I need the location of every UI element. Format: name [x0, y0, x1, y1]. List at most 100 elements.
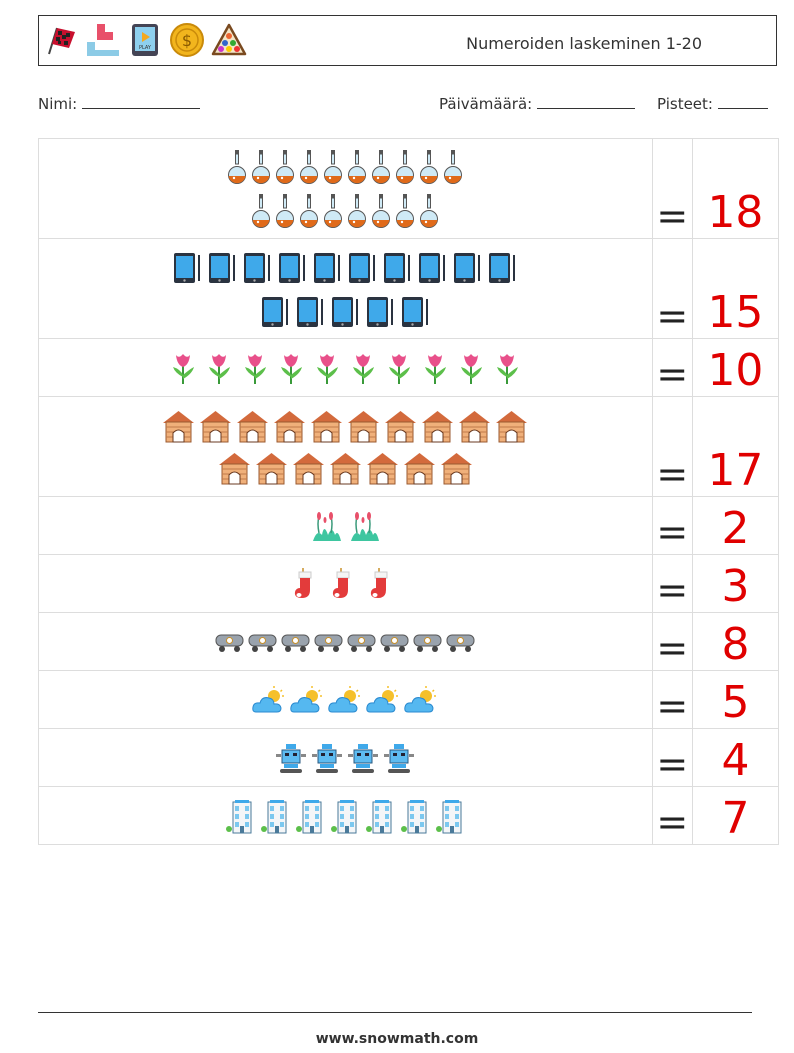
header-icons: PLAY $ — [43, 22, 247, 58]
tablet-icon — [261, 296, 288, 327]
tablet-icon — [174, 252, 201, 283]
tank-car-icon — [248, 634, 277, 652]
tank-car-icon — [413, 634, 442, 652]
equals-sign: = — [651, 554, 693, 613]
answer-value: 5 — [691, 670, 780, 729]
counting-row: = 5 — [38, 670, 780, 729]
building-icon — [330, 799, 357, 833]
dog-house-icon — [274, 410, 306, 442]
picture-line — [39, 742, 652, 774]
tablet-icon — [454, 252, 481, 283]
answer-value: 10 — [691, 338, 780, 397]
picture-cell — [38, 496, 653, 555]
score-line[interactable] — [717, 94, 768, 109]
dog-house-icon — [237, 410, 269, 442]
potion-flask-icon — [444, 149, 463, 184]
potion-flask-icon — [372, 193, 391, 228]
counting-row: = 7 — [38, 786, 780, 845]
grass-plant-icon — [351, 511, 380, 541]
potion-flask-icon — [276, 193, 295, 228]
equals-sign: = — [651, 728, 693, 787]
tulip-icon — [353, 353, 375, 384]
racing-flag-icon — [48, 27, 75, 55]
tablet-icon — [419, 252, 446, 283]
picture-line — [39, 630, 652, 654]
equals-sign: = — [651, 786, 693, 845]
dog-house-icon — [329, 452, 361, 484]
tablet-icon — [366, 296, 393, 327]
counting-row: = 18 — [38, 138, 780, 239]
tablet-icon — [314, 252, 341, 283]
picture-cell — [38, 138, 653, 239]
dog-house-icon — [311, 410, 343, 442]
answer-value: 15 — [691, 238, 780, 339]
equals-sign: = — [651, 396, 693, 497]
svg-text:PLAY: PLAY — [139, 45, 152, 51]
tulip-icon — [281, 353, 303, 384]
svg-text:$: $ — [182, 31, 192, 50]
picture-line — [39, 566, 652, 602]
robot-icon — [312, 743, 343, 773]
answer-value: 8 — [691, 612, 780, 671]
date-line[interactable] — [537, 94, 635, 109]
date-field: Päivämäärä: — [439, 94, 635, 113]
counting-table: = 18 = 15 = 10 = 17 = 2 = 3 = 8 = 5 = 4 = 7 — [38, 138, 780, 845]
dog-house-icon — [366, 452, 398, 484]
dog-house-icon — [440, 452, 472, 484]
equals-sign: = — [651, 612, 693, 671]
worksheet-header: PLAY $ Numeroiden laskeminen 1-20 — [38, 15, 777, 66]
potion-flask-icon — [252, 193, 271, 228]
potion-flask-icon — [372, 149, 391, 184]
building-icon — [365, 799, 392, 833]
tablet-icon — [209, 252, 236, 283]
score-label: Pisteet: — [657, 95, 713, 113]
billiard-triangle-icon — [211, 23, 247, 56]
picture-cell — [38, 554, 653, 613]
potion-flask-icon — [300, 149, 319, 184]
answer-value: 2 — [691, 496, 780, 555]
tablet-icon — [244, 252, 271, 283]
building-icon — [295, 799, 322, 833]
tank-car-icon — [215, 634, 244, 652]
name-line[interactable] — [82, 94, 201, 109]
footer-site: www.snowmath.com — [315, 1031, 479, 1047]
robot-icon — [276, 743, 307, 773]
potion-flask-icon — [228, 149, 247, 184]
building-icon — [260, 799, 287, 833]
tablet-icon — [349, 252, 376, 283]
sun-cloud-icon — [366, 685, 399, 712]
counting-row: = 4 — [38, 728, 780, 787]
name-label: Nimi: — [38, 95, 78, 113]
answer-value: 4 — [691, 728, 780, 787]
equals-sign: = — [651, 496, 693, 555]
dollar-coin-icon: $ — [170, 23, 204, 57]
potion-flask-icon — [324, 193, 343, 228]
dog-house-icon — [385, 410, 417, 442]
score-field: Pisteet: — [657, 94, 768, 113]
robot-icon — [348, 743, 379, 773]
picture-cell — [38, 338, 653, 397]
tank-car-icon — [314, 634, 343, 652]
footer-divider — [38, 1012, 752, 1013]
picture-cell — [38, 612, 653, 671]
picture-cell — [38, 670, 653, 729]
equals-sign: = — [651, 670, 693, 729]
dog-house-icon — [422, 410, 454, 442]
dog-house-icon — [255, 452, 287, 484]
potion-flask-icon — [300, 193, 319, 228]
picture-cell — [38, 238, 653, 339]
counting-row: = 17 — [38, 396, 780, 497]
tulip-icon — [245, 353, 267, 384]
play-tablet-icon: PLAY — [132, 24, 158, 56]
answer-value: 3 — [691, 554, 780, 613]
potion-flask-icon — [420, 149, 439, 184]
equals-sign: = — [651, 138, 693, 239]
picture-line — [39, 798, 652, 834]
christmas-sock-icon — [371, 567, 388, 598]
name-field: Nimi: — [38, 94, 201, 113]
tulip-icon — [425, 353, 447, 384]
christmas-sock-icon — [333, 567, 350, 598]
christmas-sock-icon — [295, 567, 312, 598]
grass-plant-icon — [313, 511, 342, 541]
answer-value: 7 — [691, 786, 780, 845]
